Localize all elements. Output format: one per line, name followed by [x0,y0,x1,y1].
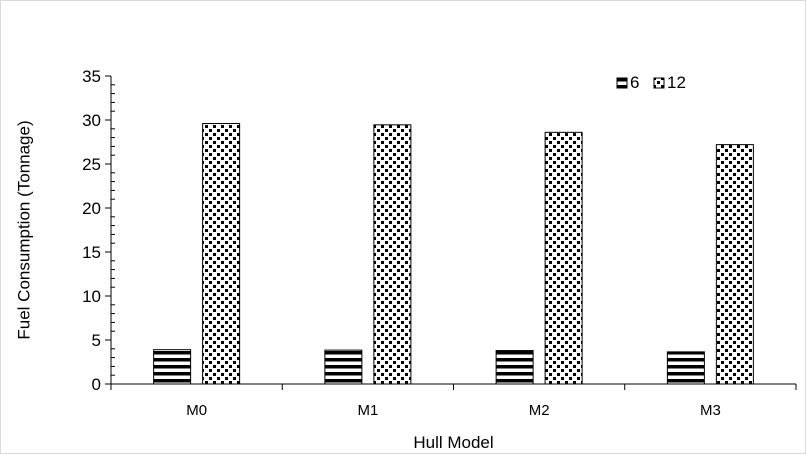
y-tick-label: 35 [82,67,101,86]
bar-m3-series-12 [715,144,754,385]
x-tick-label: M3 [700,402,721,419]
x-tick-label: M2 [529,402,550,419]
y-tick-label: 0 [92,375,101,394]
legend: 6 12 [616,73,686,92]
bars [153,123,754,385]
y-tick-label: 15 [82,243,101,262]
y-tick-label: 30 [82,111,101,130]
x-tick-label: M0 [186,402,207,419]
x-axis-title: Hull Model [413,433,493,452]
bar-m0-series-6 [153,349,192,385]
bar-m0-series-12 [202,123,241,385]
x-tick-label: M1 [357,402,378,419]
y-tick-label: 20 [82,199,101,218]
y-tick-label: 25 [82,155,101,174]
y-tick-label: 10 [82,287,101,306]
legend-label-series-6: 6 [630,73,639,92]
y-tick-label: 5 [92,331,101,350]
legend-swatch-series-12 [653,77,665,89]
y-axis-ticks: 0 5 10 15 20 25 30 35 [82,67,115,394]
legend-label-series-12: 12 [667,73,686,92]
bar-m2-series-12 [544,131,583,385]
bar-m1-series-6 [324,349,363,385]
bar-m2-series-6 [495,350,534,385]
x-axis-ticks: M0 M1 M2 M3 [110,384,797,419]
bar-m1-series-12 [373,124,412,385]
legend-swatch-series-6 [616,77,628,89]
y-axis-title: Fuel Consumption (Tonnage) [14,120,33,339]
bar-m3-series-6 [666,351,705,385]
